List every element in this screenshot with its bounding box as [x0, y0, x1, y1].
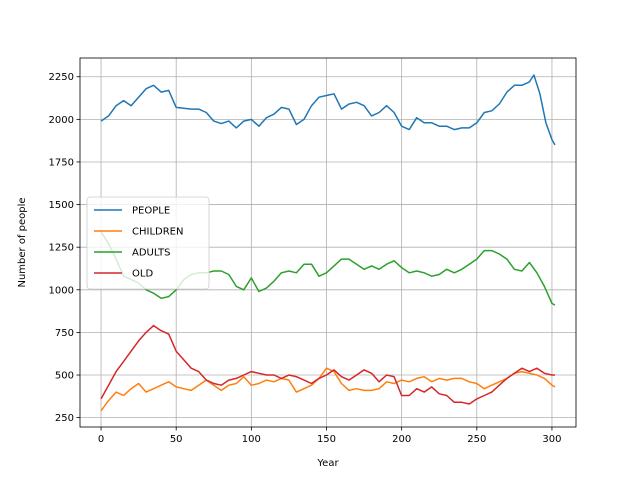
legend-box	[86, 196, 210, 290]
x-tick-label: 150	[317, 434, 336, 445]
y-tick-label: 2250	[49, 72, 74, 83]
y-tick-label: 2000	[49, 115, 74, 126]
y-tick-label: 250	[55, 413, 74, 424]
series-line-children	[100, 367, 556, 412]
y-tick-label: 1000	[49, 285, 74, 296]
axis-ticks: 0 50 100 150 200 250 300 250 500 750 1000 1250 1500 1…	[49, 72, 562, 445]
x-axis-label: Year	[316, 458, 339, 469]
plot-frame	[79, 57, 577, 428]
y-tick-label: 750	[55, 328, 74, 339]
legend-entry-children: CHILDREN	[132, 227, 183, 238]
x-tick-label: 200	[392, 434, 411, 445]
y-tick-label: 500	[55, 371, 74, 382]
series-line-old	[100, 324, 555, 405]
legend-entry-adults: ADULTS	[132, 248, 171, 259]
y-tick-label: 1250	[49, 243, 74, 254]
legend-entry-old: OLD	[132, 269, 153, 280]
legend-entry-people: PEOPLE	[132, 206, 170, 217]
series-line-people	[100, 74, 556, 146]
y-axis-label: Number of people	[17, 197, 28, 287]
y-tick-label: 1750	[49, 157, 74, 168]
x-tick-label: 50	[170, 434, 183, 445]
x-tick-label: 0	[98, 434, 104, 445]
x-tick-label: 250	[467, 434, 486, 445]
legend: PEOPLE CHILDREN ADULTS OLD	[86, 196, 210, 290]
x-tick-label: 100	[242, 434, 261, 445]
y-tick-label: 1500	[49, 200, 74, 211]
x-tick-label: 300	[542, 434, 561, 445]
